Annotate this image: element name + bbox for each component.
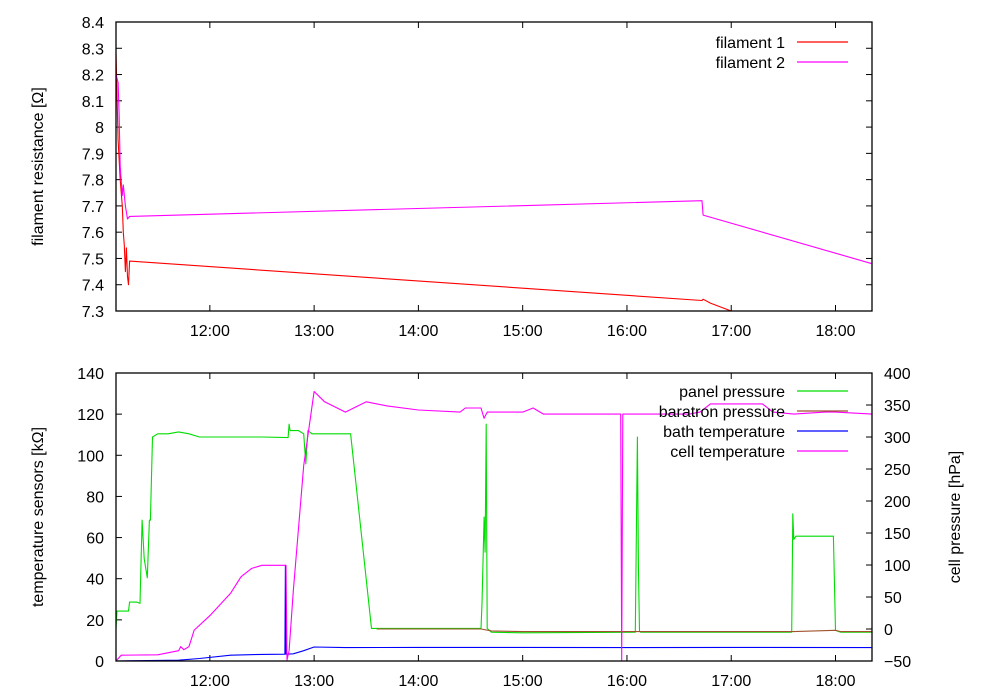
y-tick-label: 7.8 — [82, 173, 104, 190]
y-tick-label: 60 — [86, 531, 104, 548]
legend-label: cell temperature — [670, 444, 785, 461]
x-tick-label: 15:00 — [503, 673, 543, 690]
y2-tick-label: 0 — [884, 622, 893, 639]
y-tick-label: 7.3 — [82, 304, 104, 321]
x-tick-label: 17:00 — [711, 673, 751, 690]
y-tick-label: 7.6 — [82, 225, 104, 242]
y-tick-label: 8.3 — [82, 41, 104, 58]
y2-tick-label: −50 — [884, 654, 911, 671]
x-tick-label: 16:00 — [607, 673, 647, 690]
series-line-baratron-pressure — [376, 628, 872, 633]
y-tick-label: 0 — [95, 654, 104, 671]
x-tick-label: 13:00 — [294, 673, 334, 690]
y-tick-label: 40 — [86, 572, 104, 589]
y-tick-label: 140 — [77, 366, 104, 383]
legend-label: filament 1 — [716, 35, 785, 52]
x-tick-label: 18:00 — [815, 673, 855, 690]
legend-label: filament 2 — [716, 55, 785, 72]
y2-tick-label: 400 — [884, 366, 911, 383]
y2-tick-label: 350 — [884, 398, 911, 415]
chart-panel-2: 12:00 13:00 14:00 15:00 16:00 17:00 18:00 0 20 40… — [30, 366, 964, 690]
series-line-filament-1 — [116, 53, 732, 311]
legend-label: panel pressure — [679, 384, 785, 401]
x-tick-label: 18:00 — [815, 323, 855, 340]
plot-frame — [115, 21, 873, 312]
y2-tick-label: 100 — [884, 558, 911, 575]
x-tick-label: 17:00 — [711, 323, 751, 340]
x-tick-label: 14:00 — [398, 673, 438, 690]
y2-tick-label: 200 — [884, 494, 911, 511]
y-tick-label: 8.2 — [82, 68, 104, 85]
y2-tick-label: 150 — [884, 526, 911, 543]
y-tick-label: 20 — [86, 613, 104, 630]
y-tick-label: 8.4 — [82, 15, 104, 32]
chart-panel-1: 12:00 13:00 14:00 15:00 16:00 17:00 18:00 7.3 7.… — [30, 15, 873, 340]
y-axis-label: filament resistance [Ω] — [30, 87, 47, 246]
y-tick-label: 80 — [86, 489, 104, 506]
y2-tick-label: 250 — [884, 462, 911, 479]
y-tick-label: 7.4 — [82, 278, 104, 295]
y-tick-label: 100 — [77, 448, 104, 465]
series-line-cell-temperature — [116, 390, 872, 661]
series-line-bath-temperature — [116, 564, 872, 661]
legend-label: baratron pressure — [659, 404, 785, 421]
series-line-panel-pressure — [116, 423, 872, 634]
x-tick-label: 12:00 — [190, 323, 230, 340]
x-tick-label: 16:00 — [607, 323, 647, 340]
x-tick-label: 13:00 — [294, 323, 334, 340]
series-line-filament-2 — [116, 74, 872, 265]
y-tick-label: 8 — [95, 120, 104, 137]
plot-frame — [115, 372, 873, 662]
y2-axis-label: cell pressure [hPa] — [947, 451, 964, 584]
y-tick-label: 7.9 — [82, 146, 104, 163]
x-tick-label: 15:00 — [503, 323, 543, 340]
y-tick-label: 120 — [77, 407, 104, 424]
x-tick-label: 12:00 — [190, 673, 230, 690]
y2-tick-label: 300 — [884, 430, 911, 447]
y-tick-label: 7.5 — [82, 251, 104, 268]
x-tick-label: 14:00 — [398, 323, 438, 340]
y2-tick-label: 50 — [884, 590, 902, 607]
y-tick-label: 8.1 — [82, 94, 104, 111]
y-axis-label: temperature sensors [kΩ] — [30, 427, 47, 607]
y-tick-label: 7.7 — [82, 199, 104, 216]
legend-label: bath temperature — [663, 424, 785, 441]
